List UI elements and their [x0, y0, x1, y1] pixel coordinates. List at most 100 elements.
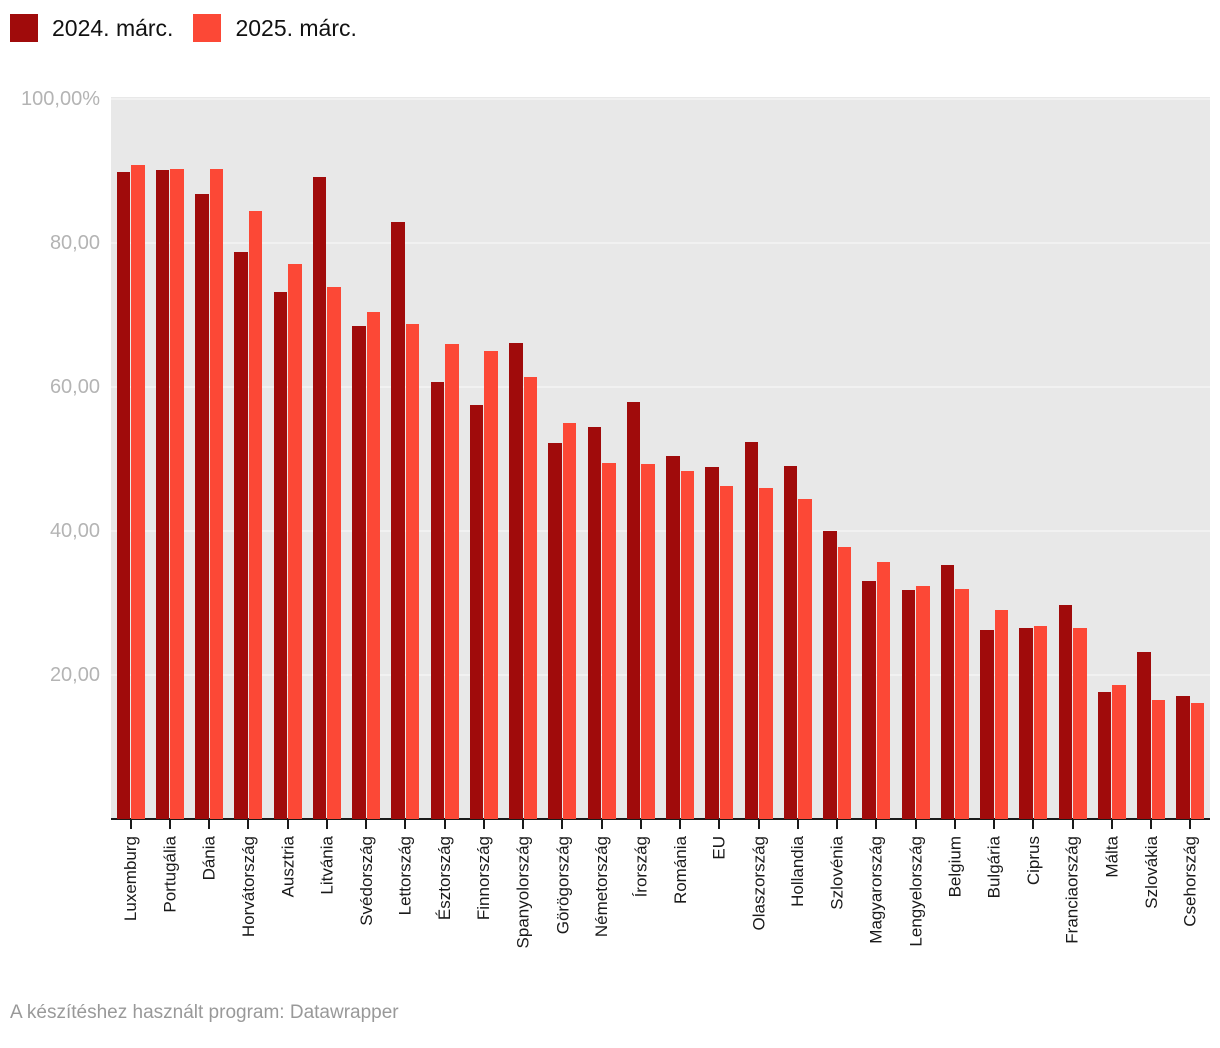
bar-2024-marc[interactable] — [391, 222, 405, 819]
y-axis-tick-label: 60,00 — [49, 376, 100, 398]
bar-2025-marc[interactable] — [405, 323, 420, 819]
x-tick-cell — [229, 820, 268, 829]
bar-2024-marc[interactable] — [195, 194, 209, 819]
bar-2025-marc[interactable] — [759, 487, 773, 819]
bar-2025-marc[interactable] — [876, 561, 891, 819]
bar-2025-marc[interactable] — [209, 168, 224, 819]
x-axis-category-label: Görögország — [552, 836, 572, 935]
bar-2024-marc[interactable] — [901, 590, 916, 819]
bar-group — [1014, 97, 1053, 819]
bar-2024-marc[interactable] — [666, 456, 680, 819]
bar-2024-marc[interactable] — [430, 381, 445, 819]
bar-2025-marc[interactable] — [916, 585, 930, 819]
bar-2025-marc[interactable] — [1190, 703, 1205, 819]
x-axis-labels: Luxemburg Portugália Dánia Horvátország Ausz… — [111, 836, 1210, 1006]
bar-2024-marc[interactable] — [155, 170, 170, 819]
bar-2024-marc[interactable] — [1097, 692, 1112, 819]
x-axis-category-label: EU — [709, 836, 729, 860]
bar-group — [229, 97, 268, 819]
x-axis-category-label: Szlovénia — [827, 836, 847, 910]
x-tick — [168, 820, 171, 829]
x-axis-category-label: Ciprus — [1023, 836, 1043, 886]
bar-2025-marc[interactable] — [1112, 685, 1126, 819]
x-axis-category-label: Ausztria — [278, 836, 298, 898]
bar-2024-marc[interactable] — [312, 176, 327, 819]
bar-2024-marc[interactable] — [980, 629, 994, 819]
bar-2024-marc[interactable] — [1019, 628, 1033, 819]
y-axis-tick-label: 100,00% — [21, 88, 100, 110]
x-tick-cell — [1014, 820, 1053, 829]
bar-2025-marc[interactable] — [1033, 626, 1048, 819]
bar-2025-marc[interactable] — [719, 485, 734, 819]
bar-2025-marc[interactable] — [170, 168, 184, 819]
x-tick — [1071, 820, 1074, 829]
bar-2024-marc[interactable] — [823, 531, 837, 819]
x-axis-category-label: Olaszország — [749, 836, 769, 931]
x-axis-category-label: Svédország — [356, 836, 376, 926]
plot-area — [111, 97, 1210, 819]
x-tick-cell — [857, 820, 896, 829]
legend-label-2024: 2024. márc. — [52, 15, 174, 41]
bar-2024-marc[interactable] — [862, 580, 876, 819]
x-tick — [208, 820, 211, 829]
bar-2025-marc[interactable] — [994, 610, 1009, 819]
bar-2024-marc[interactable] — [705, 466, 719, 819]
bar-2024-marc[interactable] — [509, 343, 523, 819]
x-label-cell: Dánia — [190, 836, 229, 1006]
x-label-cell: Finnország — [464, 836, 503, 1006]
bar-2025-marc[interactable] — [484, 351, 498, 819]
bar-2025-marc[interactable] — [1073, 628, 1087, 819]
bar-2025-marc[interactable] — [955, 589, 969, 819]
x-axis-category-label: Szlovákia — [1141, 836, 1161, 909]
bar-2025-marc[interactable] — [288, 263, 302, 819]
bar-2024-marc[interactable] — [469, 405, 484, 819]
x-label-cell: Szlovákia — [1132, 836, 1171, 1006]
x-tick-cell — [778, 820, 817, 829]
bar-2025-marc[interactable] — [327, 286, 341, 819]
x-tick-cell — [1053, 820, 1092, 829]
bar-2024-marc[interactable] — [587, 427, 602, 819]
bar-2024-marc[interactable] — [234, 251, 248, 819]
bar-2025-marc[interactable] — [445, 343, 459, 819]
x-axis-category-label: Portugália — [160, 836, 180, 913]
bar-2024-marc[interactable] — [940, 564, 955, 819]
bar-2024-marc[interactable] — [744, 441, 759, 819]
bar-2025-marc[interactable] — [366, 312, 381, 819]
x-axis-category-label: Horvátország — [238, 836, 258, 938]
bar-2024-marc[interactable] — [1176, 695, 1190, 819]
legend-swatch-2025 — [193, 14, 222, 42]
x-tick — [1110, 820, 1113, 829]
bar-group — [1092, 97, 1131, 819]
bar-2024-marc[interactable] — [1137, 651, 1151, 819]
bar-2025-marc[interactable] — [562, 423, 577, 819]
bar-2024-marc[interactable] — [1058, 605, 1073, 819]
bar-2025-marc[interactable] — [248, 211, 263, 819]
bar-2025-marc[interactable] — [837, 546, 852, 819]
bar-2024-marc[interactable] — [273, 291, 288, 819]
x-axis-line — [111, 818, 1210, 820]
bar-2024-marc[interactable] — [116, 171, 131, 819]
bar-group — [150, 97, 189, 819]
bar-2024-marc[interactable] — [352, 325, 366, 819]
bar-group — [778, 97, 817, 819]
x-label-cell: Belgium — [935, 836, 974, 1006]
bar-2024-marc[interactable] — [548, 443, 562, 819]
gridline — [111, 674, 1210, 676]
x-tick — [443, 820, 446, 829]
x-tick-cell — [347, 820, 386, 829]
bar-2025-marc[interactable] — [798, 499, 812, 819]
legend-item-2024: 2024. márc. — [10, 14, 173, 42]
x-label-cell: Németország — [582, 836, 621, 1006]
bar-group — [504, 97, 543, 819]
bar-group — [1132, 97, 1171, 819]
bar-group — [857, 97, 896, 819]
bar-2024-marc[interactable] — [626, 402, 641, 819]
bar-2025-marc[interactable] — [602, 462, 616, 819]
bar-2025-marc[interactable] — [1151, 700, 1166, 819]
bar-2025-marc[interactable] — [131, 165, 145, 819]
bar-2025-marc[interactable] — [523, 376, 538, 819]
bar-2025-marc[interactable] — [680, 471, 695, 819]
x-axis-category-label: Bulgária — [984, 836, 1004, 899]
bar-2024-marc[interactable] — [783, 466, 798, 819]
bar-2025-marc[interactable] — [641, 464, 655, 819]
